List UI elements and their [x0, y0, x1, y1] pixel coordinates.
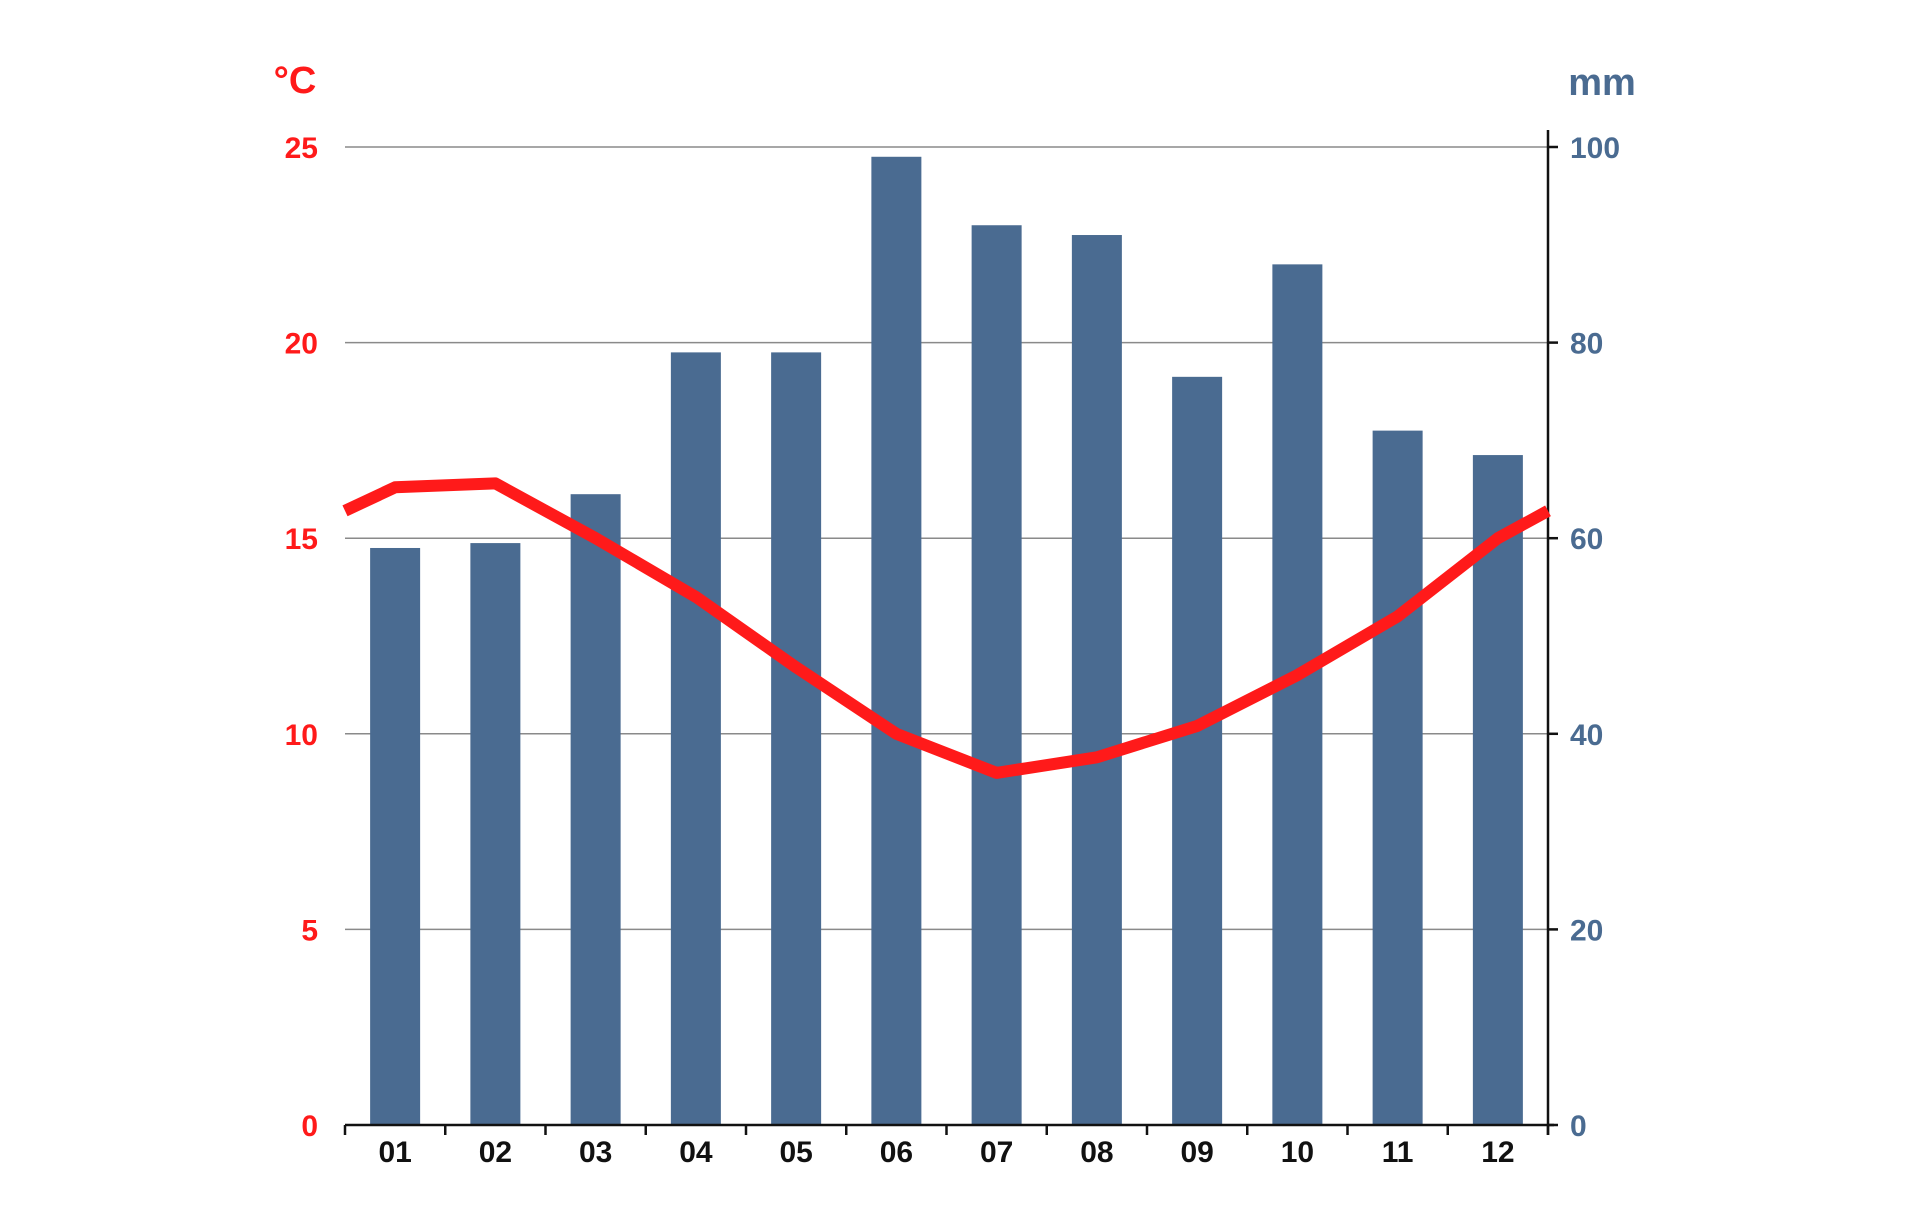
precipitation-bar-07 — [971, 225, 1022, 1126]
precipitation-unit-label: mm — [1568, 62, 1636, 104]
temperature-line — [342, 477, 1551, 779]
month-tick-label: 01 — [378, 1136, 411, 1169]
precipitation-bar-12 — [1472, 455, 1523, 1125]
temperature-tick-label: 20 — [285, 328, 318, 361]
month-tick-label: 06 — [880, 1136, 913, 1169]
month-axis-ticks: 01 02 03 04 05 06 07 08 09 10 11 12 — [378, 1136, 1514, 1169]
precipitation-tick-label: 0 — [1570, 1110, 1587, 1143]
precipitation-bar-09 — [1172, 376, 1223, 1126]
precipitation-bar-02 — [470, 543, 521, 1125]
precipitation-bar-08 — [1071, 235, 1122, 1125]
temperature-axis-ticks: 0 5 10 15 20 25 — [285, 132, 318, 1143]
precipitation-bars — [370, 156, 1523, 1126]
precipitation-tick-label: 100 — [1570, 132, 1620, 165]
temperature-tick-label: 0 — [301, 1110, 318, 1143]
temperature-tick-label: 25 — [285, 132, 318, 165]
gridlines — [345, 146, 1548, 931]
temperature-tick-label: 5 — [301, 914, 318, 947]
month-tick-label: 09 — [1180, 1136, 1213, 1169]
precipitation-tick-label: 80 — [1570, 328, 1603, 361]
month-tick-label: 03 — [579, 1136, 612, 1169]
precipitation-tick-label: 40 — [1570, 719, 1603, 752]
precipitation-bar-04 — [670, 352, 721, 1125]
month-tick-label: 05 — [779, 1136, 812, 1169]
month-tick-label: 12 — [1481, 1136, 1514, 1169]
month-tick-label: 11 — [1382, 1136, 1414, 1169]
precipitation-bar-11 — [1372, 430, 1423, 1125]
month-tick-label: 02 — [479, 1136, 512, 1169]
month-tick-label: 10 — [1281, 1136, 1314, 1169]
precipitation-bar-03 — [570, 494, 621, 1125]
month-tick-label: 08 — [1080, 1136, 1113, 1169]
month-tick-label: 07 — [980, 1136, 1013, 1169]
precipitation-bar-05 — [771, 352, 822, 1125]
temperature-unit-label: °C — [274, 60, 317, 102]
precipitation-bar-06 — [871, 156, 922, 1125]
precipitation-bar-01 — [370, 547, 421, 1125]
precipitation-axis-ticks: 0 20 40 60 80 100 — [1570, 132, 1620, 1143]
precipitation-tick-label: 20 — [1570, 914, 1603, 947]
axes — [343, 130, 1558, 1135]
precipitation-tick-label: 60 — [1570, 523, 1603, 556]
temperature-tick-label: 15 — [285, 523, 318, 556]
month-tick-label: 04 — [679, 1136, 713, 1169]
temperature-tick-label: 10 — [285, 719, 318, 752]
precipitation-bar-10 — [1272, 264, 1323, 1125]
